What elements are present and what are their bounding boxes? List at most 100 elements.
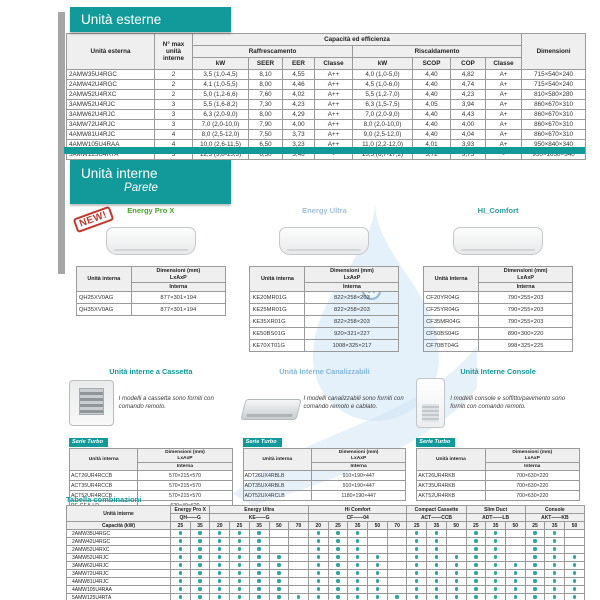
compatibility-dot: [375, 579, 380, 583]
compatibility-dot: [218, 579, 222, 583]
outdoor-row: 2AMW52U4RXC 2 5,0 (1,2-6,6) 7,60 4,02 A++ 5,5 …: [66, 89, 587, 100]
spec-row: KE35XR01G 822×258×203: [249, 315, 400, 328]
combo-cell: [426, 593, 447, 600]
compatibility-dot: [316, 563, 320, 567]
compatibility-dot: [257, 555, 261, 559]
combo-cell: [504, 569, 526, 578]
compatibility-dot: [415, 539, 419, 543]
combo-group-code: QH——G: [169, 513, 211, 522]
combo-cell: [544, 545, 566, 554]
dim-line1: Dimensioni (mm): [503, 268, 548, 275]
combo-cell: [524, 545, 546, 554]
indoor-title: Unità interne: [81, 166, 158, 181]
compatibility-dot: [415, 579, 419, 583]
product-image-box: NEW!: [68, 205, 234, 266]
combo-cell: [327, 537, 349, 546]
product-title: HI_Comfort: [477, 206, 519, 215]
combo-cell: [347, 569, 369, 578]
compatibility-dot: [198, 587, 202, 591]
page-edge-strip: [58, 12, 65, 274]
combination-table: Unità interne Energy Pro X Energy Ultra Hi …: [66, 505, 586, 600]
combo-cell: [426, 529, 447, 538]
combo-cell: [288, 569, 309, 578]
col-header-dimensions: Dimensioni: [521, 33, 587, 70]
combo-cell: [504, 561, 526, 570]
teal-divider-bar: [64, 147, 585, 154]
combo-cell: [406, 569, 428, 578]
combo-capacity: 25: [327, 521, 349, 530]
cell-model: AKT35UR4RKB: [416, 480, 486, 491]
combo-group-code: KE——G: [209, 513, 309, 522]
compatibility-dot: [474, 571, 478, 575]
cell-dimensions: 570×215×570: [137, 480, 233, 491]
combo-cell: [426, 561, 447, 570]
compatibility-dot: [198, 595, 202, 599]
cell-value: 860×670×310: [521, 109, 587, 120]
cell-model: 2AMW42U4RGC: [66, 79, 155, 90]
cell-value: 4,40: [412, 109, 451, 120]
compatibility-dot: [493, 555, 498, 559]
compatibility-dot: [218, 531, 222, 535]
cell-model: KE35XR01G: [249, 315, 306, 328]
cell-value: 2: [154, 79, 193, 90]
compatibility-dot: [415, 595, 419, 599]
combo-row: 4AMW105U4RAA: [66, 585, 585, 594]
combo-cell: [426, 545, 447, 554]
combo-cell: [445, 577, 467, 586]
compatibility-dot: [277, 555, 281, 559]
indoor-sections-row: Unità interne a Cassetta I modelli a cass…: [64, 367, 585, 511]
combo-cell: [189, 569, 211, 578]
compatibility-dot: [454, 587, 458, 591]
combo-cell: [485, 569, 506, 578]
compatibility-dot: [533, 555, 537, 559]
combo-group-name: Energy Pro X: [169, 505, 211, 514]
compatibility-dot: [572, 563, 577, 567]
col-subheader: COP: [450, 57, 486, 70]
combo-cell: [386, 537, 408, 546]
cell-value: A++: [314, 119, 353, 130]
compatibility-dot: [178, 587, 183, 591]
console-unit-image: [416, 378, 446, 428]
combo-cell: [327, 585, 349, 594]
col-subheader: kW: [352, 57, 413, 70]
combo-capacity: 50: [268, 521, 290, 530]
cell-value: A+: [484, 109, 523, 120]
combo-cell: [426, 585, 447, 594]
col-subheader-interna: Interna: [310, 462, 407, 471]
combo-cell: [229, 545, 250, 554]
combo-capacity: 25: [170, 521, 191, 530]
compatibility-dot: [415, 547, 419, 551]
compatibility-dot: [572, 595, 577, 599]
dim-line1: Dimensioni (mm): [165, 450, 205, 456]
combo-cell: [406, 553, 428, 562]
combo-cell: [465, 569, 487, 578]
cell-value: A+: [484, 89, 523, 100]
combo-cell: [170, 569, 191, 578]
cell-value: 3: [154, 119, 193, 130]
combo-row: 5AMW125U4RTA: [66, 593, 585, 600]
compatibility-dot: [493, 547, 498, 551]
combo-cell: [485, 577, 506, 586]
combo-cell: [307, 561, 329, 570]
wall-unit-image: [105, 227, 196, 255]
compatibility-dot: [218, 595, 222, 599]
compatibility-dot: [533, 531, 537, 535]
combo-cell: [524, 529, 546, 538]
compatibility-dot: [178, 571, 183, 575]
indoor-spec-table: Unità interna Dimensioni (mm) LxAxP Interna…: [75, 266, 226, 316]
combo-cell: [445, 569, 467, 578]
combo-cell: [485, 593, 506, 600]
combo-cell: [544, 569, 566, 578]
combo-cell: [268, 553, 290, 562]
col-header-max-units: N° max unità interne: [154, 33, 193, 70]
combo-cell: [386, 545, 408, 554]
spec-row: CF70BT04G 998×325×225: [423, 339, 574, 352]
compatibility-dot: [513, 595, 517, 599]
cell-value: 7,90: [248, 119, 283, 130]
col-header-dimensions: Dimensioni (mm) LxAxP: [310, 448, 407, 463]
section-description: I modelli console e soffitto/pavimento s…: [450, 394, 566, 410]
cell-value: 6,3 (2,0-9,0): [192, 109, 249, 120]
compatibility-dot: [336, 579, 340, 583]
compatibility-dot: [474, 587, 478, 591]
compatibility-dot: [316, 587, 320, 591]
